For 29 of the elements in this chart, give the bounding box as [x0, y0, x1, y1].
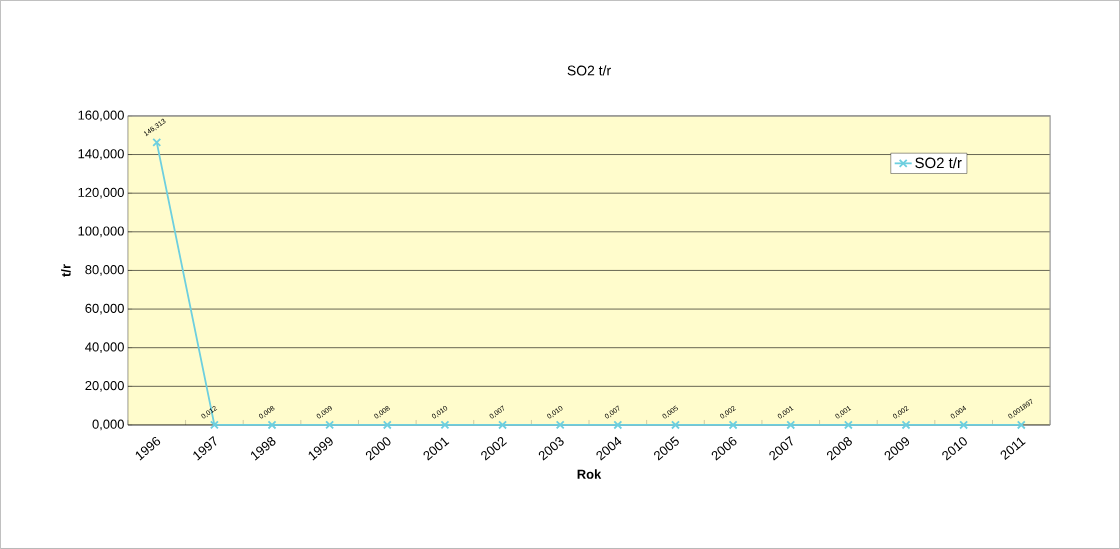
y-tick-label: 160,000 — [78, 110, 124, 122]
y-tick-label: 140,000 — [78, 149, 124, 160]
legend-label: SO2 t/r — [915, 157, 962, 169]
point — [209, 420, 219, 430]
point — [671, 420, 680, 430]
y-tick-label: 80,000 — [85, 265, 124, 276]
y-axis-title: t/r — [61, 264, 71, 277]
point — [728, 420, 738, 430]
y-tick-label: 40,000 — [85, 342, 124, 354]
x-axis-title: Rok — [577, 469, 602, 479]
y-tick-label: 60,000 — [85, 303, 124, 315]
point — [1016, 420, 1026, 430]
point — [901, 420, 911, 430]
point — [325, 420, 335, 430]
point — [555, 420, 565, 430]
point — [959, 420, 969, 430]
point — [613, 420, 623, 430]
point — [786, 420, 796, 430]
point — [152, 137, 162, 147]
point — [498, 420, 507, 430]
point — [267, 420, 277, 430]
chart-title: SO2 t/r — [567, 65, 611, 76]
y-tick-label: 0,000 — [92, 419, 124, 431]
point — [382, 420, 392, 430]
y-tick-label: 100,000 — [78, 226, 124, 238]
y-tick-label: 120,000 — [78, 187, 124, 199]
y-tick-label: 20,000 — [85, 381, 124, 392]
point — [440, 420, 450, 430]
point — [843, 420, 853, 430]
